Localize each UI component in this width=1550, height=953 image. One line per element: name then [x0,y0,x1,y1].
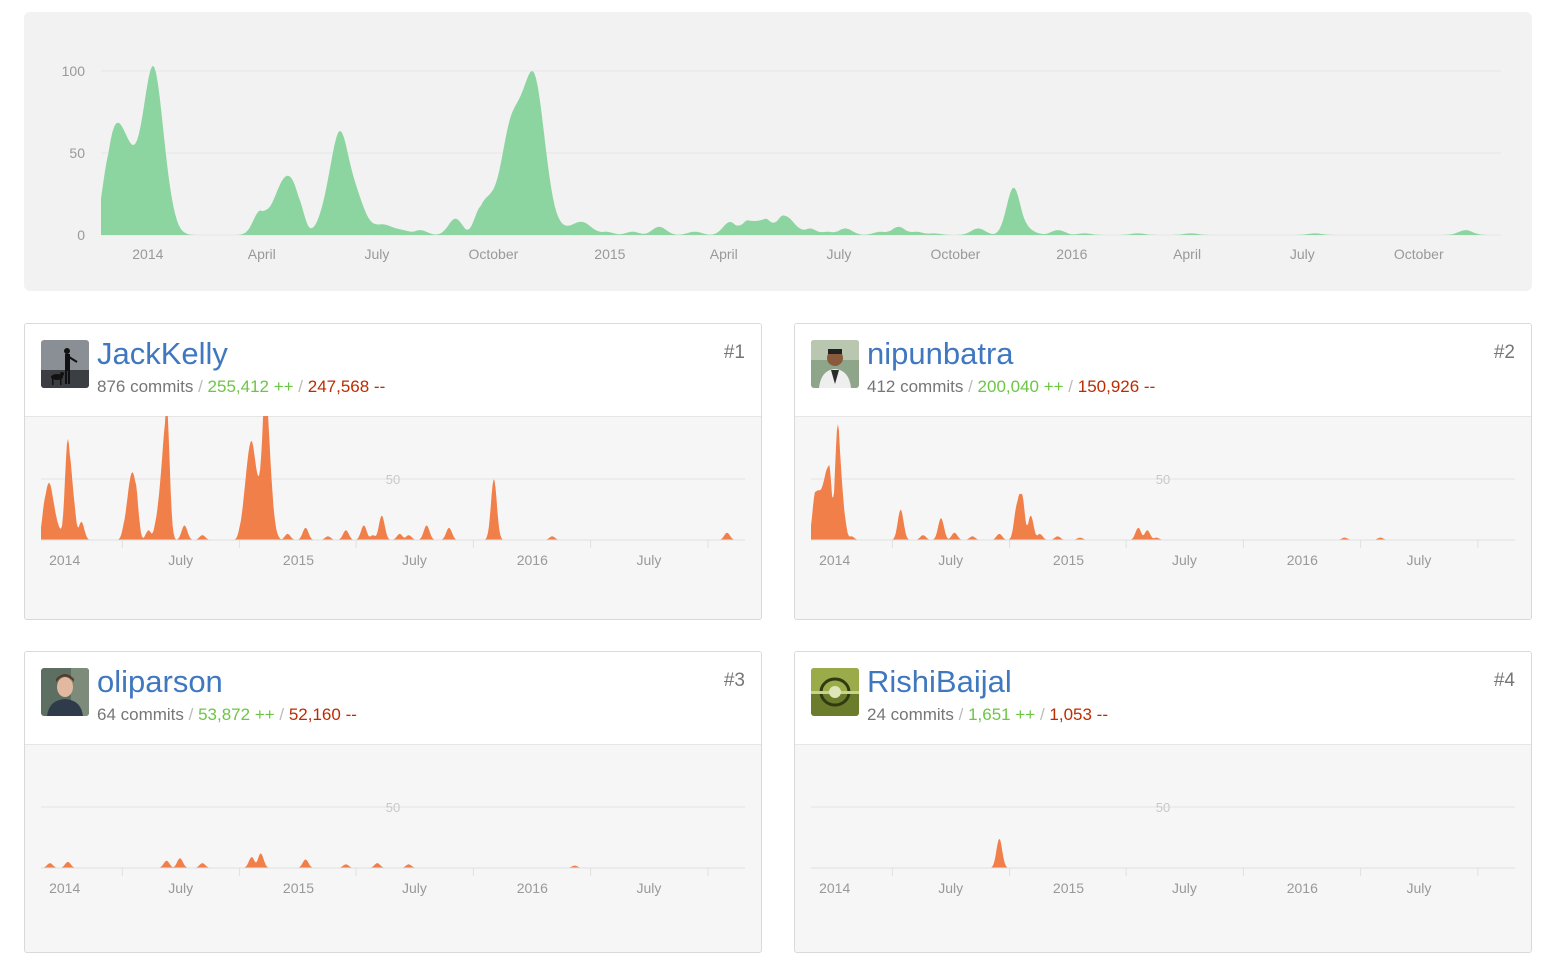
contributor-commits-area [811,838,1515,868]
mini-grid-label: 50 [386,472,400,487]
mini-x-tick: July [636,880,661,896]
dog-silhouette-avatar[interactable] [41,340,89,388]
overview-x-tick: October [931,246,981,262]
mini-x-tick: July [1406,552,1431,568]
landscape-avatar[interactable] [811,668,859,716]
overview-x-tick: July [827,246,852,262]
contributor-card-header: nipunbatra 412 commits / 200,040 ++ / 15… [795,324,1531,417]
contributor-stats: 876 commits / 255,412 ++ / 247,568 -- [97,377,386,396]
contributor-name-link[interactable]: RishiBaijal [867,664,1012,699]
contributor-rank: #2 [1493,342,1515,363]
deletions-count: 52,160 -- [288,705,357,724]
contributor-card-header: RishiBaijal 24 commits / 1,651 ++ / 1,05… [795,652,1531,745]
contributor-card: JackKelly 876 commits / 255,412 ++ / 247… [24,323,762,620]
mini-grid-label: 50 [1156,472,1170,487]
contributor-activity-chart: 50 2014 July 2015 July 2016 July [811,424,1515,568]
mini-x-tick: July [938,880,963,896]
mini-x-tick: July [1172,552,1197,568]
mini-x-tick: 2015 [1053,552,1084,568]
commits-count[interactable]: 64 commits [97,705,184,724]
mini-x-tick: July [402,880,427,896]
overview-x-tick: October [1394,246,1444,262]
mini-x-tick: July [938,552,963,568]
mini-x-tick: 2016 [517,880,548,896]
commits-overview-chart: 100 50 0 2014 April July October 2015 April July O… [24,12,1532,291]
contributor-stats: 24 commits / 1,651 ++ / 1,053 -- [867,705,1108,724]
overview-x-tick: October [468,246,518,262]
contributor-rank: #3 [723,670,745,691]
deletions-count: 1,053 -- [1049,705,1108,724]
contributor-stats: 412 commits / 200,040 ++ / 150,926 -- [867,377,1156,396]
contributor-name-link[interactable]: nipunbatra [867,336,1014,371]
contributor-card: nipunbatra 412 commits / 200,040 ++ / 15… [794,323,1532,620]
overview-x-tick: 2016 [1056,246,1087,262]
mini-x-tick: 2014 [819,880,850,896]
contributor-rank: #1 [723,342,745,363]
contributor-rank: #4 [1493,670,1515,691]
contributor-card-header: JackKelly 876 commits / 255,412 ++ / 247… [25,324,761,417]
mini-x-tick: 2014 [819,552,850,568]
overview-x-tick: July [364,246,389,262]
mini-x-tick: 2016 [1287,552,1318,568]
contributor-activity-chart: 50 2014 July 2015 July 2016 July [41,800,745,896]
additions-count: 53,872 ++ [198,705,275,724]
contributor-activity-chart: 50 2014 July 2015 July 2016 July [41,416,745,568]
overview-y-tick: 100 [62,63,86,79]
contributor-activity-chart: 50 2014 July 2015 July 2016 July [811,800,1515,896]
mini-x-tick: 2014 [49,552,80,568]
mini-x-tick: July [636,552,661,568]
additions-count: 255,412 ++ [207,377,294,396]
mini-x-tick: 2016 [517,552,548,568]
mini-x-tick: July [402,552,427,568]
mini-grid-label: 50 [386,800,400,815]
contributor-card: RishiBaijal 24 commits / 1,651 ++ / 1,05… [794,651,1532,953]
mini-x-tick: 2014 [49,880,80,896]
mini-x-tick: 2015 [283,552,314,568]
overview-x-tick: April [248,246,276,262]
commits-count[interactable]: 412 commits [867,377,964,396]
mini-x-tick: 2016 [1287,880,1318,896]
mini-x-tick: 2015 [283,880,314,896]
overview-x-tick: 2014 [132,246,163,262]
commits-count[interactable]: 24 commits [867,705,954,724]
mini-x-tick: July [168,552,193,568]
commits-count[interactable]: 876 commits [97,377,194,396]
additions-count: 1,651 ++ [968,705,1036,724]
overview-x-tick: April [710,246,738,262]
mini-x-tick: 2015 [1053,880,1084,896]
contributor-stats: 64 commits / 53,872 ++ / 52,160 -- [97,705,357,724]
overview-x-tick: April [1173,246,1201,262]
overview-y-tick: 0 [77,227,85,243]
deletions-count: 247,568 -- [307,377,386,396]
person-avatar[interactable] [811,340,859,388]
mini-grid-label: 50 [1156,800,1170,815]
additions-count: 200,040 ++ [977,377,1064,396]
mini-x-tick: July [1406,880,1431,896]
overview-x-tick: July [1290,246,1315,262]
overview-x-tick: 2015 [594,246,625,262]
contributor-name-link[interactable]: oliparson [97,664,223,699]
contributor-commits-area [41,853,745,868]
contributor-card: oliparson 64 commits / 53,872 ++ / 52,16… [24,651,762,953]
overview-y-tick: 50 [69,145,85,161]
overview-commits-area [101,66,1501,235]
overview-chart-svg: 100 50 0 2014 April July October 2015 April July O… [62,63,1501,262]
man-portrait-avatar[interactable] [41,668,89,716]
mini-x-tick: July [168,880,193,896]
contributor-name-link[interactable]: JackKelly [97,336,228,371]
mini-x-tick: July [1172,880,1197,896]
contributor-card-header: oliparson 64 commits / 53,872 ++ / 52,16… [25,652,761,745]
deletions-count: 150,926 -- [1077,377,1156,396]
